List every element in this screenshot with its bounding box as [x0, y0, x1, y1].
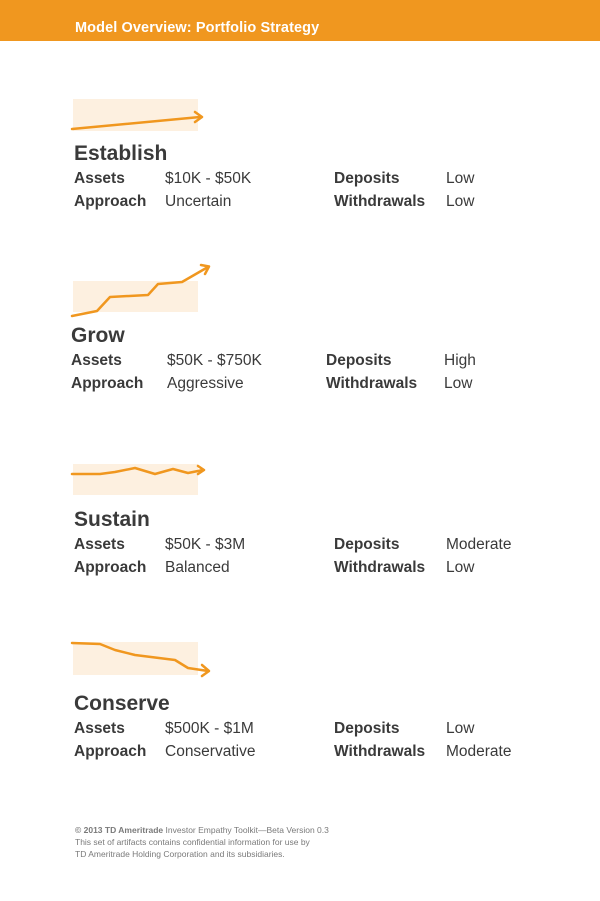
approach-value: Conservative: [165, 743, 256, 760]
withdrawals-value: Moderate: [446, 743, 512, 760]
assets-label: Assets: [74, 170, 125, 187]
withdrawals-value: Low: [446, 559, 475, 576]
trend-arrowhead: [196, 464, 206, 476]
page-title: Model Overview: Portfolio Strategy: [75, 20, 320, 36]
trend-chart-sustain: [70, 464, 206, 495]
trend-chart-conserve: [70, 641, 211, 678]
section-title: Sustain: [74, 508, 150, 531]
withdrawals-value: Low: [444, 375, 473, 392]
assets-label: Assets: [71, 352, 122, 369]
deposits-value: Moderate: [446, 536, 512, 553]
footer-copyright: © 2013 TD Ameritrade: [75, 825, 164, 835]
approach-label: Approach: [74, 193, 147, 210]
trend-chart-grow: [70, 263, 211, 318]
footer-toolkit: Investor Empathy Toolkit—Beta Version 0.…: [165, 825, 329, 835]
assets-label: Assets: [74, 720, 125, 737]
assets-value: $10K - $50K: [165, 170, 252, 187]
deposits-label: Deposits: [334, 720, 400, 737]
withdrawals-label: Withdrawals: [326, 375, 418, 392]
deposits-value: High: [444, 352, 476, 369]
withdrawals-label: Withdrawals: [334, 193, 426, 210]
footer-line-1: © 2013 TD Ameritrade Investor Empathy To…: [75, 824, 329, 836]
header-bar: Model Overview: Portfolio Strategy: [0, 0, 600, 41]
footer-line-3: TD Ameritrade Holding Corporation and it…: [75, 849, 285, 859]
deposits-label: Deposits: [334, 170, 400, 187]
trend-band: [73, 99, 198, 131]
trend-line: [70, 466, 205, 476]
deposits-label: Deposits: [334, 536, 400, 553]
trend-chart-establish: [70, 99, 204, 131]
trend-arrowhead: [200, 663, 211, 678]
trend-line: [70, 265, 210, 318]
section-title: Grow: [71, 324, 125, 347]
trend-line: [70, 641, 210, 673]
footer-line-2: This set of artifacts contains confident…: [75, 837, 310, 847]
trend-line: [70, 115, 202, 131]
assets-value: $50K - $3M: [165, 536, 246, 553]
section-title: Conserve: [74, 692, 170, 715]
trend-band: [73, 642, 198, 675]
withdrawals-label: Withdrawals: [334, 743, 426, 760]
approach-value: Uncertain: [165, 193, 232, 210]
deposits-value: Low: [446, 720, 475, 737]
trend-arrowhead: [199, 263, 211, 276]
deposits-label: Deposits: [326, 352, 392, 369]
approach-value: Balanced: [165, 559, 230, 576]
approach-label: Approach: [74, 559, 147, 576]
footer: © 2013 TD Ameritrade Investor Empathy To…: [75, 824, 329, 860]
approach-value: Aggressive: [167, 375, 244, 392]
deposits-value: Low: [446, 170, 475, 187]
assets-value: $50K - $750K: [167, 352, 262, 369]
approach-label: Approach: [71, 375, 144, 392]
assets-label: Assets: [74, 536, 125, 553]
section-title: Establish: [74, 142, 168, 165]
assets-value: $500K - $1M: [165, 720, 254, 737]
approach-label: Approach: [74, 743, 147, 760]
trend-arrowhead: [193, 110, 204, 124]
withdrawals-value: Low: [446, 193, 475, 210]
withdrawals-label: Withdrawals: [334, 559, 426, 576]
